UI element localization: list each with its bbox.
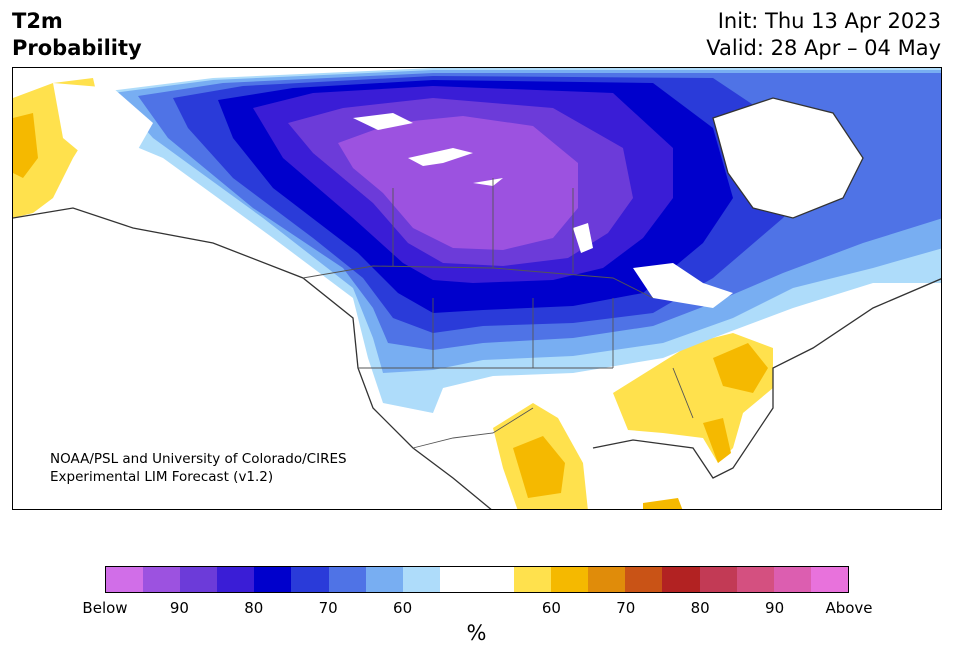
colorbar-segment bbox=[476, 567, 515, 592]
warm-caribbean bbox=[643, 498, 683, 509]
title-line-2: Probability bbox=[12, 36, 142, 60]
alaska-white bbox=[53, 83, 153, 163]
colorbar-segment bbox=[291, 567, 329, 592]
colorbar-tick-label: 80 bbox=[244, 599, 264, 617]
map-title: T2m Probability bbox=[12, 8, 142, 62]
lake-3 bbox=[473, 178, 503, 186]
colorbar-tick-label: 60 bbox=[541, 599, 561, 617]
colorbar-tick-label: 70 bbox=[318, 599, 338, 617]
colorbar-tick-label: 60 bbox=[393, 599, 413, 617]
coastlines bbox=[13, 97, 941, 509]
colorbar-segment bbox=[551, 567, 589, 592]
colorbar-tick-label: Above bbox=[825, 599, 873, 617]
colorbar-segment bbox=[328, 567, 366, 592]
colorbar-tick-label: 90 bbox=[765, 599, 785, 617]
forecast-dates: Init: Thu 13 Apr 2023 Valid: 28 Apr – 04… bbox=[706, 8, 941, 62]
atlantic-ocean bbox=[713, 328, 941, 509]
colorbar-tick-label: 90 bbox=[169, 599, 189, 617]
lake-2 bbox=[408, 148, 473, 166]
pacific-ocean bbox=[13, 208, 491, 509]
lake-1 bbox=[353, 113, 413, 130]
colorbar-unit-label: % bbox=[466, 621, 487, 645]
borders bbox=[302, 178, 694, 449]
lake-4 bbox=[573, 223, 593, 253]
warm-alaska-inner bbox=[13, 113, 38, 178]
gulf-of-mexico bbox=[588, 440, 713, 503]
warm-florida bbox=[703, 418, 731, 463]
colorbar-segment bbox=[662, 567, 700, 592]
forecast-map: NOAA/PSL and University of Colorado/CIRE… bbox=[12, 67, 942, 510]
colorbar-segment bbox=[625, 567, 663, 592]
colorbar-segment bbox=[365, 567, 403, 592]
credit-line-1: NOAA/PSL and University of Colorado/CIRE… bbox=[50, 451, 347, 467]
colorbar-segment bbox=[736, 567, 774, 592]
colorbar-tick-label: 80 bbox=[690, 599, 710, 617]
colorbar-segment bbox=[810, 567, 848, 592]
map-credit: NOAA/PSL and University of Colorado/CIRE… bbox=[50, 450, 347, 486]
colorbar-tick-label: Below bbox=[82, 599, 128, 617]
hudson-bay bbox=[713, 98, 863, 218]
init-date: Init: Thu 13 Apr 2023 bbox=[717, 9, 941, 33]
colorbar-segment bbox=[254, 567, 292, 592]
colorbar-segment bbox=[773, 567, 811, 592]
map-canvas bbox=[13, 68, 941, 509]
colorbar-segment bbox=[143, 567, 181, 592]
cold-band-95 bbox=[338, 116, 578, 250]
colorbar-segment bbox=[180, 567, 218, 592]
colorbar-segment bbox=[439, 567, 477, 592]
colorbar-segment bbox=[217, 567, 255, 592]
valid-range: Valid: 28 Apr – 04 May bbox=[706, 36, 941, 60]
colorbar-ticks: Below 90 80 70 60 60 70 80 90 Above bbox=[0, 599, 953, 619]
colorbar-segment bbox=[699, 567, 737, 592]
warm-southeast-core bbox=[713, 343, 768, 393]
colorbar-segment bbox=[588, 567, 626, 592]
credit-line-2: Experimental LIM Forecast (v1.2) bbox=[50, 469, 274, 485]
title-line-1: T2m bbox=[12, 9, 63, 33]
colorbar bbox=[105, 566, 849, 593]
great-lakes bbox=[633, 263, 733, 308]
colorbar-tick-label: 70 bbox=[616, 599, 636, 617]
colorbar-segment bbox=[402, 567, 440, 592]
warm-mexico-core bbox=[513, 436, 565, 498]
colorbar-segment bbox=[514, 567, 552, 592]
colorbar-segment bbox=[106, 567, 144, 592]
